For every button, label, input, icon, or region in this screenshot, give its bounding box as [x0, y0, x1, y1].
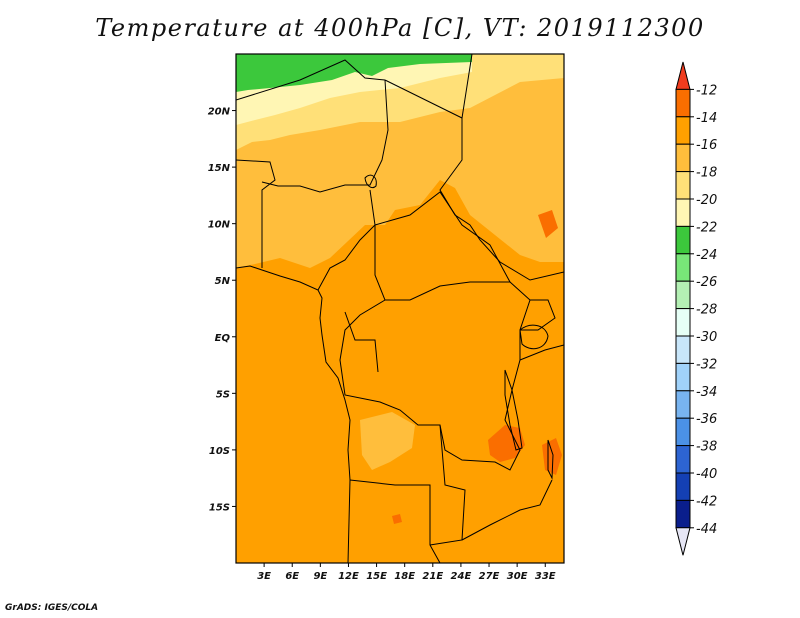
lon-label: 9E	[313, 571, 327, 582]
lat-label: 15S	[209, 502, 230, 513]
colorbar-label: -24	[696, 248, 717, 263]
colorbar-label: -28	[696, 303, 717, 318]
colorbar-label: -44	[696, 522, 717, 537]
temperature-field	[236, 54, 564, 563]
border-chad-sudan	[439, 54, 564, 281]
colorbar-label: -30	[696, 330, 717, 345]
field-band-22-24	[236, 54, 472, 92]
border-kenya-uganda	[520, 299, 556, 331]
colorbar: -12 -14 -16 -18 -20 -22 -24 -26 -28 -30 -32 -34 -36 -…	[675, 61, 717, 556]
map-frame	[235, 53, 565, 564]
border-libya-chad	[384, 79, 463, 119]
colorbar-segment	[675, 143, 691, 173]
lon-label: 21E	[422, 571, 443, 582]
lake-tanganyika	[504, 369, 523, 451]
lon-label: 12E	[338, 571, 359, 582]
colorbar-label: -40	[696, 467, 717, 482]
lat-label: 15N	[208, 163, 231, 174]
colorbar-label: -18	[696, 166, 717, 181]
lon-label: 24E	[451, 571, 472, 582]
lat-label: 20N	[208, 107, 231, 118]
colorbar-label: -42	[696, 494, 717, 509]
colorbar-segment	[675, 198, 691, 227]
colorbar-label: -12	[696, 83, 717, 98]
lon-label: 30E	[507, 571, 528, 582]
colorbar-segment	[675, 308, 691, 337]
border-drc	[339, 281, 531, 471]
field-warm-tanzania	[488, 425, 525, 462]
colorbar-segment	[675, 390, 691, 419]
lat-label: 10S	[209, 446, 230, 457]
border-car	[374, 191, 511, 301]
colorbar-label: -16	[696, 138, 717, 153]
grads-credit: GrADS: IGES/COLA	[5, 603, 99, 613]
colorbar-segment	[675, 88, 691, 118]
colorbar-segment	[675, 253, 691, 282]
border-tanzania	[519, 344, 564, 361]
field-patch-nigeria	[270, 200, 335, 245]
lon-label: 6E	[285, 571, 299, 582]
lon-label: 27E	[479, 571, 500, 582]
field-patch-angola	[360, 412, 415, 470]
colorbar-label: -34	[696, 385, 717, 400]
colorbar-bottom-triangle	[675, 527, 691, 556]
lon-label: 33E	[535, 571, 556, 582]
field-warm-kenya	[538, 210, 558, 238]
colorbar-label: -38	[696, 440, 717, 455]
colorbar-top-triangle	[675, 61, 691, 90]
field-warm-malawi	[542, 438, 562, 475]
colorbar-label: -22	[696, 220, 717, 235]
colorbar-label: -14	[696, 111, 717, 126]
colorbar-segment	[675, 171, 691, 200]
colorbar-segment	[675, 335, 691, 364]
colorbar-label: -36	[696, 412, 717, 427]
axis-ticks	[232, 110, 546, 567]
colorbar-label: -32	[696, 357, 717, 372]
country-borders	[236, 54, 564, 563]
axis-labels: 20N 15N 10N 5N EQ 5S 10S 15S 3E 6E 9E 12E 15E 18E 21E 2…	[208, 107, 556, 582]
lat-label: 5S	[216, 389, 230, 400]
colorbar-segment	[675, 499, 691, 529]
border-southern-africa	[349, 479, 441, 563]
chart-title: Temperature at 400hPa [C], VT: 201911230…	[95, 14, 705, 42]
lon-label: 15E	[366, 571, 387, 582]
border-zambia-south	[461, 479, 553, 541]
colorbar-segment	[675, 280, 691, 310]
lake-malawi	[547, 439, 554, 480]
lon-label: 3E	[257, 571, 271, 582]
border-niger-chad	[261, 79, 389, 193]
border-algeria-niger	[236, 59, 386, 101]
field-warm-zambia	[392, 514, 402, 524]
border-burkina-ghana	[236, 159, 276, 268]
colorbar-segment	[675, 417, 691, 447]
lake-chad	[364, 174, 377, 189]
colorbar-segment	[675, 472, 691, 501]
border-gabon-congo	[344, 311, 379, 373]
colorbar-segment	[675, 445, 691, 474]
colorbar-segment	[675, 116, 691, 145]
lat-label: 5N	[215, 276, 231, 287]
lon-label: 18E	[394, 571, 415, 582]
colorbar-label: -26	[696, 275, 717, 290]
lake-victoria	[519, 324, 549, 350]
colorbar-segment	[675, 362, 691, 392]
border-angola-zambia	[429, 424, 466, 546]
colorbar-segment	[675, 225, 691, 255]
colorbar-label: -20	[696, 193, 717, 208]
border-nigeria-cameroon	[317, 189, 376, 291]
coastline-west	[236, 265, 351, 563]
lat-label: EQ	[215, 333, 231, 344]
lat-label: 10N	[208, 220, 231, 231]
